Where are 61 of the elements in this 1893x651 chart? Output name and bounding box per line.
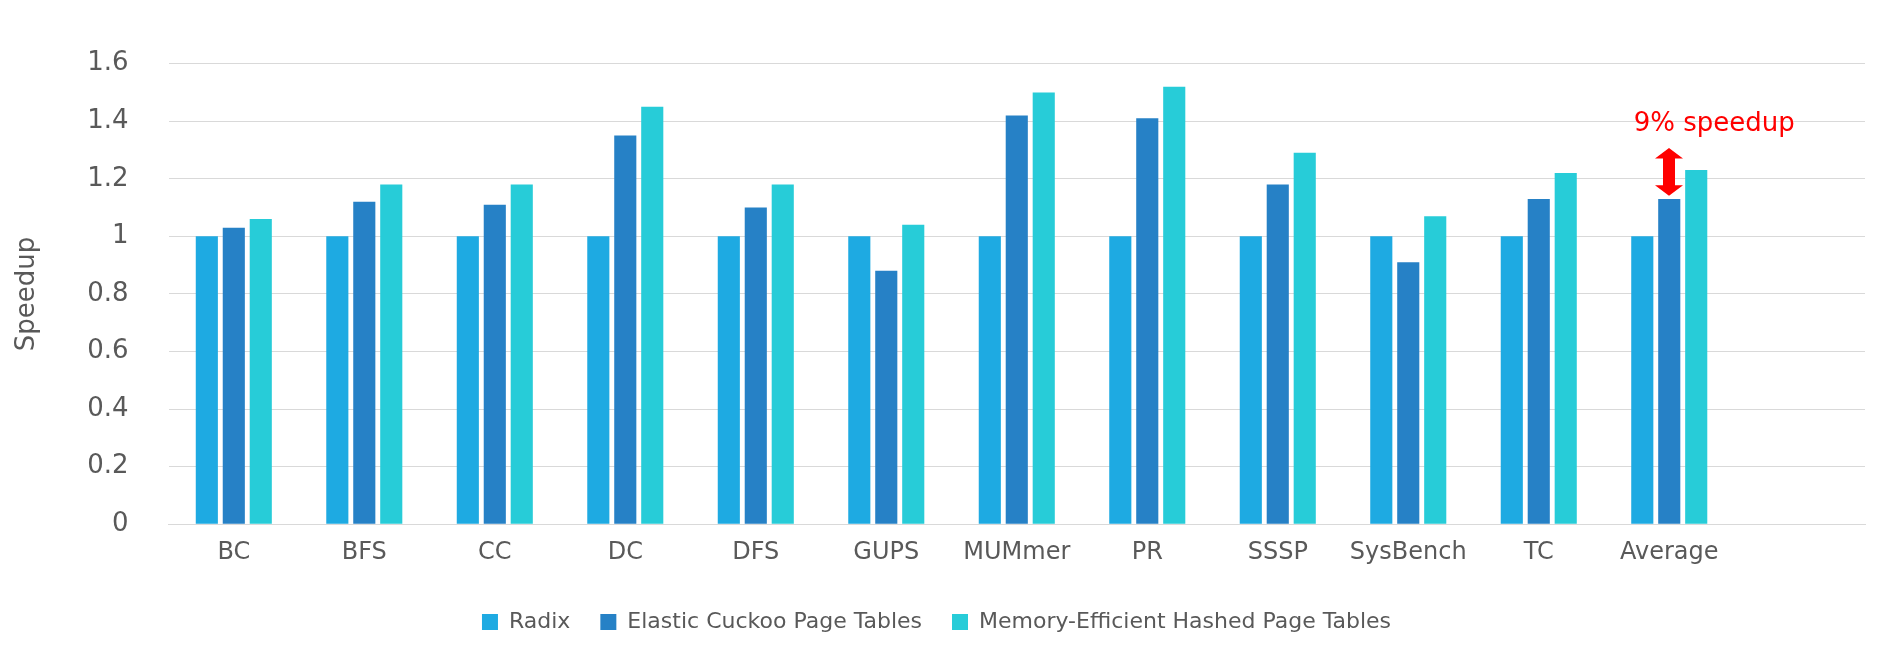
y-tick-label: 0.8 bbox=[87, 276, 129, 307]
x-tick-label: PR bbox=[1131, 536, 1163, 565]
bar bbox=[249, 219, 272, 524]
y-tick-label: 1.4 bbox=[87, 103, 129, 134]
bar bbox=[1397, 262, 1420, 524]
x-tick-label: MUMmer bbox=[963, 536, 1071, 565]
bar bbox=[456, 236, 479, 524]
y-tick-label: 0 bbox=[112, 506, 129, 537]
bar bbox=[1370, 236, 1393, 524]
bar bbox=[380, 184, 403, 524]
bar bbox=[717, 236, 740, 524]
legend-label: Elastic Cuckoo Page Tables bbox=[627, 607, 923, 633]
y-tick-label: 1.6 bbox=[87, 46, 129, 77]
legend-label: Memory-Efficient Hashed Page Tables bbox=[979, 607, 1392, 633]
bar bbox=[902, 224, 925, 524]
y-axis-title: Speedup bbox=[10, 236, 41, 352]
bar bbox=[744, 207, 767, 524]
x-tick-label: Average bbox=[1619, 536, 1719, 565]
y-tick-label: 1 bbox=[112, 219, 129, 250]
annotation: 9% speedup bbox=[1633, 106, 1795, 137]
bar bbox=[1239, 236, 1262, 524]
y-tick-label: 0.6 bbox=[87, 334, 129, 365]
bar bbox=[1500, 236, 1523, 524]
bar bbox=[1266, 184, 1289, 524]
bar bbox=[978, 236, 1001, 524]
bar bbox=[1032, 92, 1055, 524]
bar bbox=[1109, 236, 1132, 524]
bar bbox=[587, 236, 610, 524]
bar bbox=[1005, 115, 1028, 524]
bar bbox=[1527, 198, 1550, 524]
bar bbox=[1424, 216, 1447, 524]
x-tick-label: GUPS bbox=[853, 536, 920, 565]
bar bbox=[614, 135, 637, 524]
bar bbox=[353, 201, 376, 524]
x-tick-label: CC bbox=[478, 536, 512, 565]
bar bbox=[848, 236, 871, 524]
bar bbox=[1136, 118, 1159, 524]
bar bbox=[510, 184, 533, 524]
bar bbox=[195, 236, 218, 524]
y-tick-label: 0.2 bbox=[87, 449, 129, 480]
x-tick-label: DC bbox=[607, 536, 643, 565]
bar bbox=[875, 270, 898, 524]
bar bbox=[641, 106, 664, 524]
bar bbox=[1554, 172, 1577, 524]
x-tick-label: SysBench bbox=[1349, 536, 1467, 565]
x-tick-label: DFS bbox=[732, 536, 780, 565]
legend-label: Radix bbox=[508, 607, 571, 633]
x-tick-label: SSSP bbox=[1247, 536, 1308, 565]
bar bbox=[771, 184, 794, 524]
x-tick-label: BFS bbox=[341, 536, 387, 565]
x-tick-label: TC bbox=[1522, 536, 1554, 565]
x-tick-label: BC bbox=[217, 536, 251, 565]
y-tick-label: 1.2 bbox=[87, 161, 129, 192]
bar bbox=[1685, 170, 1708, 524]
bar bbox=[483, 204, 506, 524]
y-tick-label: 0.4 bbox=[87, 391, 129, 422]
bar bbox=[326, 236, 349, 524]
bar bbox=[1163, 86, 1186, 524]
bar bbox=[1293, 152, 1316, 524]
bar bbox=[1631, 236, 1654, 524]
bar bbox=[222, 227, 245, 524]
